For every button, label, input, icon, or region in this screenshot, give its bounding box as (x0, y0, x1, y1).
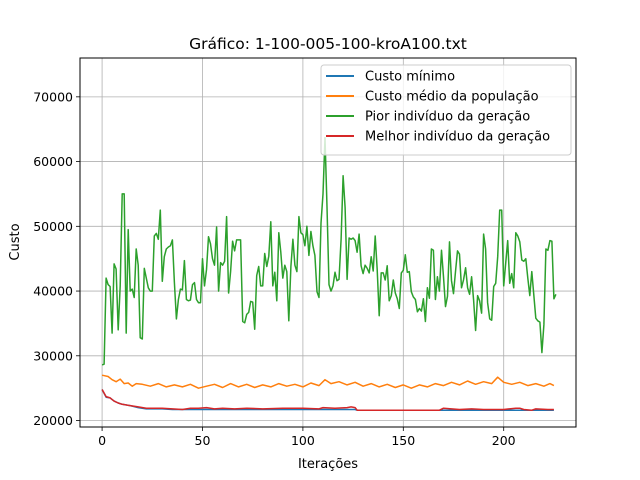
y-tick-label: 30000 (33, 348, 73, 363)
legend-label: Pior indivíduo da geração (365, 110, 530, 125)
legend-box (320, 64, 572, 156)
legend-label: Custo mínimo (365, 70, 455, 85)
axis-ticks: 0 50 100 150 200 20000 30000 40000 50000 60000 700… (33, 89, 515, 448)
series-line-2 (101, 374, 555, 389)
y-tick-label: 70000 (33, 89, 73, 104)
y-tick-label: 60000 (33, 154, 73, 169)
x-tick-label: 200 (492, 433, 516, 448)
x-tick-label: 0 (98, 433, 106, 448)
y-tick-label: 20000 (33, 413, 73, 428)
legend-label: Custo médio da população (365, 90, 539, 105)
plot-frame (79, 57, 577, 428)
x-tick-label: 150 (391, 433, 415, 448)
x-tick-label: 100 (291, 433, 315, 448)
y-axis-label: Custo (8, 223, 23, 260)
series-line-3 (101, 136, 557, 366)
y-tick-label: 50000 (33, 219, 73, 234)
legend-label: Melhor indivíduo da geração (365, 130, 550, 145)
chart-title: Gráfico: 1-100-005-100-kroA100.txt (189, 35, 467, 53)
x-axis-label: Iterações (298, 457, 358, 472)
legend: Custo mínimo Custo médio da população Pior… (320, 64, 572, 156)
series-line-4 (101, 389, 554, 411)
y-tick-label: 40000 (33, 284, 73, 299)
x-tick-label: 50 (195, 433, 211, 448)
series-lines (101, 136, 557, 411)
